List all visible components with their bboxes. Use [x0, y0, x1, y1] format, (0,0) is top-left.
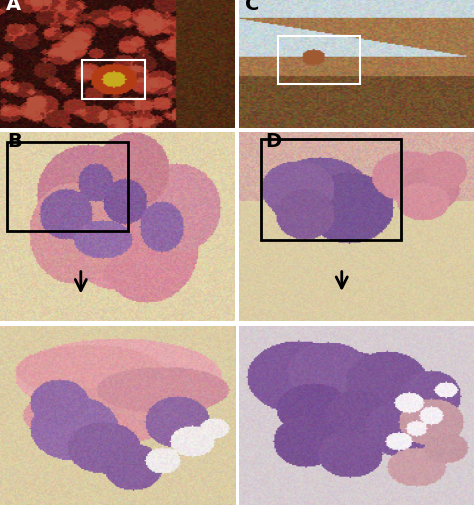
Bar: [278, 35, 360, 84]
Text: C: C: [245, 0, 259, 14]
Text: D: D: [265, 132, 282, 152]
Text: A: A: [6, 0, 21, 14]
Bar: [82, 60, 145, 98]
Text: B: B: [8, 132, 22, 152]
Bar: [261, 138, 401, 240]
Bar: [8, 142, 128, 231]
